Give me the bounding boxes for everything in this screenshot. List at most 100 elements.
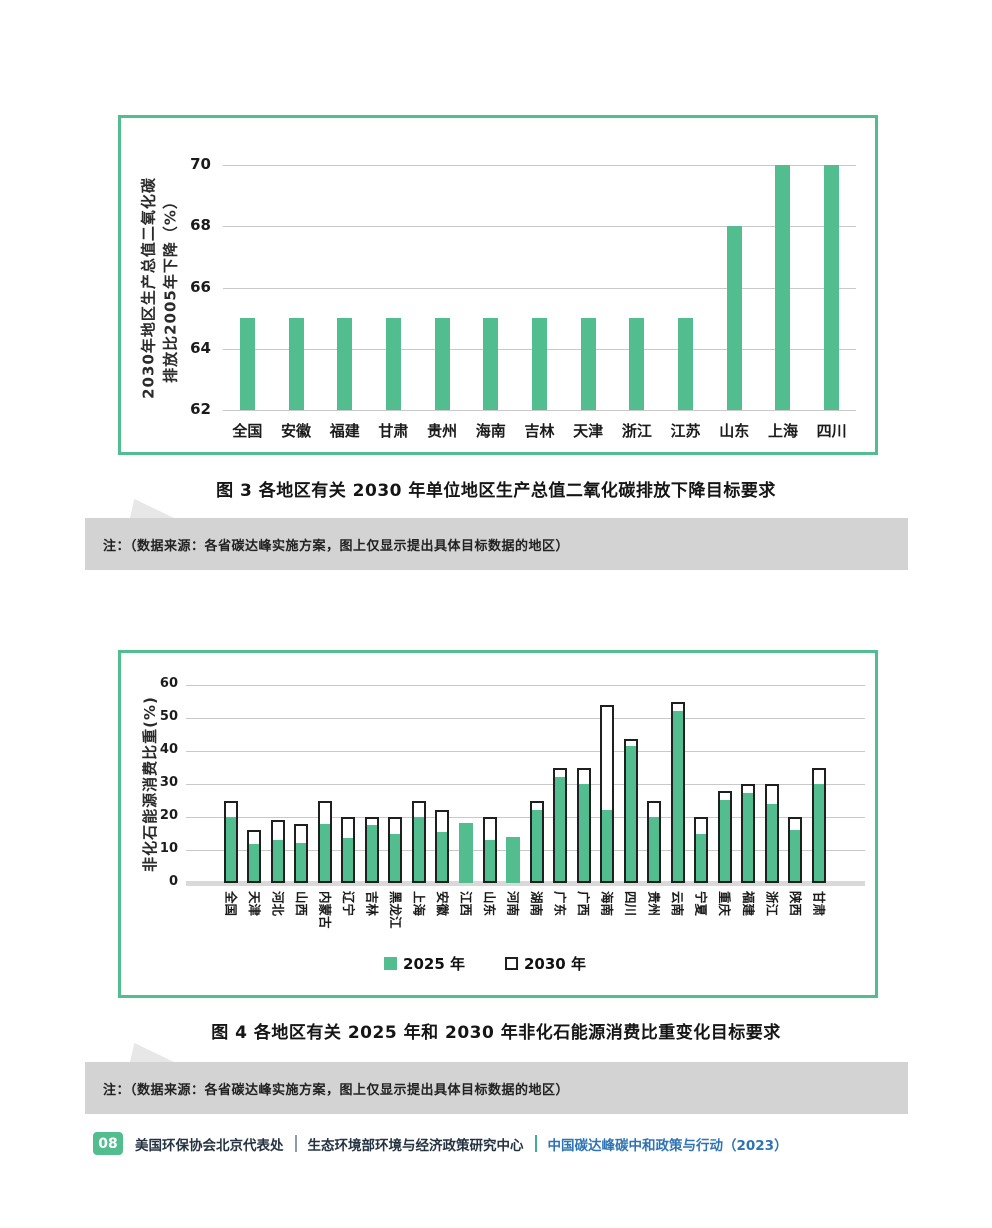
fig4-xtick-label: 安徽 [434,891,450,917]
fig4-xtick-label: 天津 [246,891,262,917]
fig4-gridline [186,751,865,752]
fig4-gridline [186,784,865,785]
fig4-bar-2030-outline [694,817,709,883]
fig4-xtick-label: 上海 [411,891,427,917]
fig3-bar [239,318,255,410]
fig4-xtick-label: 山西 [293,891,309,917]
fig4-legend-item-2025: 2025 年 [384,953,465,974]
fig3-bar [288,318,304,410]
fig4-legend-label-2025: 2025 年 [403,955,465,973]
fig3-xtick-label: 安徽 [281,422,312,440]
fig4-bar-2030-outline [553,767,568,883]
fig4-bar-2030-outline [576,767,591,883]
fig3-xtick-label: 福建 [329,422,360,440]
fig4-ytick-label: 60 [159,676,178,691]
fig3-xtick-label: 吉林 [524,422,555,440]
fig4-xtick-label: 广西 [576,891,592,917]
fig4-bar-2030-outline [717,790,732,883]
fig4-bar-2030-outline [623,739,638,883]
fig4-ytick-label: 20 [159,808,178,823]
fig3-bar [629,318,645,410]
fig4-bar-2025-fill [225,817,236,881]
fig4-baseline [186,881,865,886]
fig4-bar-2025-fill [719,800,730,881]
fig4-bar-2030-outline [529,800,544,883]
fig4-bar-2025-fill [649,817,660,881]
fig3-xtick-label: 上海 [767,422,798,440]
fig4-bar-2025-fill [531,810,542,881]
fig4-bar-2025-fill [272,840,283,881]
fig4-bar-2025-only [458,822,473,883]
footer-divider-1 [294,1135,297,1152]
fig4-bar-2025-fill [743,792,754,881]
fig4-xtick-label: 黑龙江 [387,891,403,929]
fig4-gridline [186,718,865,719]
fig3-xtick-label: 浙江 [621,422,652,440]
fig3-xtick-label: 贵州 [427,422,458,440]
fig4-xtick-label: 浙江 [764,891,780,917]
fig4-bar-2025-only [506,836,521,883]
fig3-xtick-label: 甘肃 [378,422,409,440]
fig3-bar [678,318,694,410]
legend-swatch-2030-icon [505,957,518,970]
fig4-bar-2025-fill [672,711,683,881]
fig4-bar-2030-outline [247,830,262,883]
fig4-plot-area: 60 50 40 30 20 10 0 全国 天津 河北 山西 内蒙古 辽宁 吉林 黑龙江 上海 安徽 江西 山东河… [121,653,875,995]
fig4-bar-2025-fill [437,831,448,881]
fig3-plot-area: 70 68 66 64 62 全国 安徽 福建 甘肃 贵州 海南 吉林 天津 浙江 江苏 山东 上海 四川 [121,118,875,452]
fig3-ytick-label: 66 [190,277,211,296]
fig4-xtick-label: 宁夏 [693,891,709,917]
fig3-xtick-label: 天津 [573,422,604,440]
fig4-bar-2030-outline [764,784,779,883]
fig3-bar [483,318,499,410]
fig4-bar-2030-outline [811,767,826,883]
fig3-bar [337,318,353,410]
fig4-xtick-label: 内蒙古 [317,891,333,929]
fig3-bar [385,318,401,410]
fig4-bar-2030-outline [647,800,662,883]
fig4-bar-2025-fill [413,817,424,881]
fig3-bar [532,318,547,410]
page-footer: 08 美国环保协会北京代表处 生态环境部环境与经济政策研究中心 中国碳达峰碳中和… [93,1132,788,1155]
fig3-gridline [223,410,856,411]
fig4-xtick-label: 重庆 [717,891,733,917]
page-number-badge: 08 [93,1132,123,1155]
fig4-bar-2025-fill [813,784,824,881]
fig4-bar-2025-fill [555,777,566,881]
figure4-caption: 图 4 各地区有关 2025 年和 2030 年非化石能源消费比重变化目标要求 [211,1023,781,1043]
fig4-bar-2030-outline [388,817,403,883]
fig4-xtick-label: 辽宁 [340,891,356,917]
note1-fold-decoration [130,499,174,518]
fig4-ytick-label: 0 [168,874,178,889]
figure4-chart-panel: 非化石能源消费比重(%) 60 50 40 30 20 10 0 全国 天津 河北 山西 内蒙古 辽宁吉… [118,650,878,998]
fig4-xtick-label: 贵州 [646,891,662,917]
fig4-bar-2030-outline [670,701,685,883]
fig4-bar-2025-fill [484,840,495,881]
fig3-gridline [223,226,856,228]
fig4-bar-2030-outline [270,820,285,883]
fig4-bar-2025-fill [319,823,330,881]
fig4-bar-2025-fill [249,844,260,881]
fig4-bar-2025-fill [296,843,307,881]
fig4-legend-label-2030: 2030 年 [524,955,586,973]
fig4-xtick-label: 山东 [482,891,497,917]
fig4-bar-2025-fill [390,833,401,881]
fig4-bar-2030-outline [294,823,309,883]
figure3-chart-panel: 2030年地区生产总值二氧化碳 排放比2005年下降（%） 70 68 66 64 62… [118,115,878,455]
fig4-xtick-label: 福建 [740,891,756,917]
fig4-xtick-label: 湖南 [529,891,545,917]
fig3-ytick-label: 62 [190,400,211,418]
fig4-bar-2030-outline [482,817,497,883]
note1-bar: 注：（数据来源：各省碳达峰实施方案，图上仅显示提出具体目标数据的地区） [85,518,908,570]
note2-bar: 注：（数据来源：各省碳达峰实施方案，图上仅显示提出具体目标数据的地区） [85,1062,908,1114]
fig3-xtick-label: 海南 [475,422,506,440]
fig4-xtick-label: 吉林 [364,891,380,917]
fig4-ytick-label: 10 [159,841,178,856]
fig4-bar-2030-outline [341,817,356,883]
fig4-xtick-label: 河南 [505,891,521,917]
fig4-bar-2025-fill [602,810,613,881]
fig4-legend-item-2030: 2030 年 [505,953,586,974]
fig4-gridline [186,685,865,686]
note2-text: 注：（数据来源：各省碳达峰实施方案，图上仅显示提出具体目标数据的地区） [103,1082,570,1098]
